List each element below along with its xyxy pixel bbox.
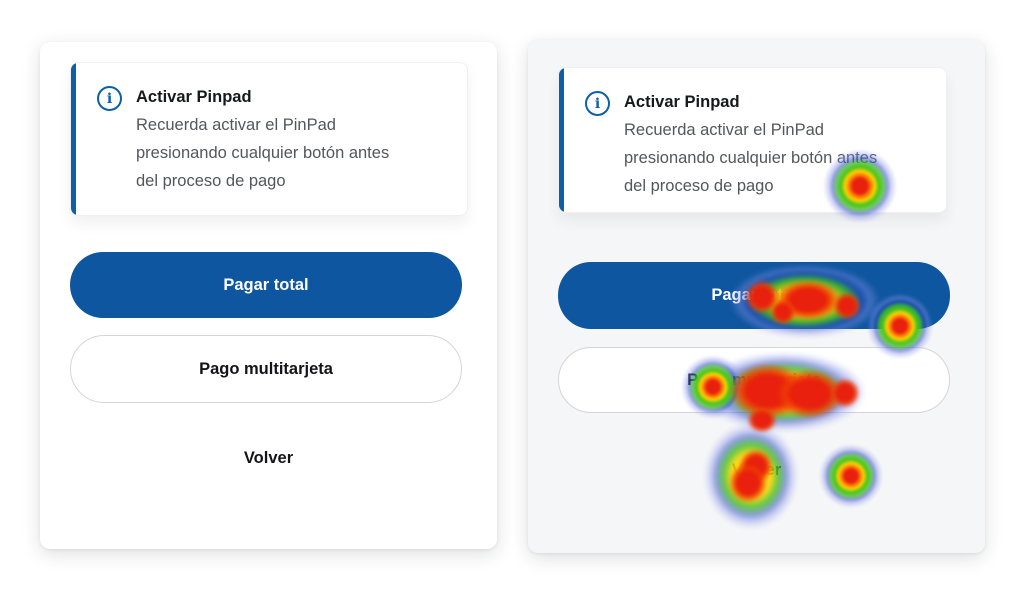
panel-original: i Activar Pinpad Recuerda activar el Pin…: [40, 42, 497, 549]
volver-button[interactable]: Volver: [243, 448, 294, 467]
alert-title: Activar Pinpad: [624, 93, 740, 111]
pago-multitarjeta-button[interactable]: Pago multitarjeta: [558, 347, 950, 413]
pagar-total-button[interactable]: Pagar total: [70, 252, 462, 318]
alert-title: Activar Pinpad: [136, 88, 252, 106]
pago-multitarjeta-button[interactable]: Pago multitarjeta: [70, 335, 462, 403]
pagar-total-button[interactable]: Pagar total: [558, 262, 950, 329]
alert-body-line: presionando cualquier botón antes: [624, 149, 878, 167]
alert-body-line: Recuerda activar el PinPad: [136, 116, 336, 134]
alert-body-line: Recuerda activar el PinPad: [624, 121, 824, 139]
pinpad-alert: i Activar Pinpad Recuerda activar el Pin…: [70, 62, 468, 216]
alert-body-line: del proceso de pago: [136, 172, 286, 190]
pinpad-alert: i Activar Pinpad Recuerda activar el Pin…: [558, 67, 947, 213]
alert-body-line: presionando cualquier botón antes: [136, 144, 390, 162]
alert-text-block: Activar Pinpad Recuerda activar el PinPa…: [136, 83, 389, 197]
info-icon: i: [585, 91, 610, 116]
alert-body-line: del proceso de pago: [624, 177, 774, 195]
info-icon: i: [97, 86, 122, 111]
volver-button[interactable]: Volver: [731, 460, 782, 479]
panel-heatmap: i Activar Pinpad Recuerda activar el Pin…: [528, 40, 985, 553]
alert-text-block: Activar Pinpad Recuerda activar el PinPa…: [624, 88, 878, 195]
